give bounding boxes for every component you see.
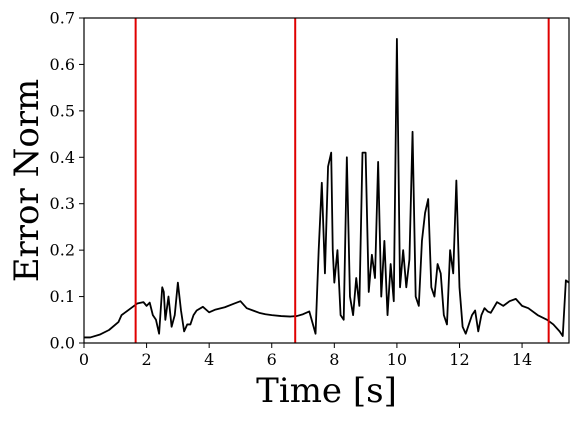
x-tick-label: 14 [512,350,532,369]
vertical-markers [134,18,550,343]
axis-ticks: 0 2 4 6 8 10 12 14 0.0 0.1 0.2 0.3 0.4 0.5 0.6 0.7 [50,9,533,370]
x-tick-label: 12 [449,350,469,369]
y-axis-label: Error Norm [7,79,47,283]
x-tick-label: 10 [387,350,407,369]
plot-frame [83,17,570,344]
y-tick-label: 0.6 [50,55,75,74]
plot-area [84,37,570,339]
y-tick-label: 0.2 [50,241,75,260]
x-tick-label: 6 [267,350,277,369]
y-tick-label: 0.5 [50,101,75,120]
y-tick-label: 0.1 [50,287,75,306]
y-tick-label: 0.7 [50,9,75,28]
x-tick-label: 4 [204,350,214,369]
y-tick-label: 0.0 [50,334,75,353]
x-tick-label: 2 [141,350,151,369]
x-tick-label: 8 [329,350,339,369]
x-axis-label: Time [s] [256,371,397,411]
x-tick-label: 0 [79,350,89,369]
y-tick-label: 0.3 [50,194,75,213]
series-line-0 [84,37,570,339]
y-tick-label: 0.4 [50,148,75,167]
